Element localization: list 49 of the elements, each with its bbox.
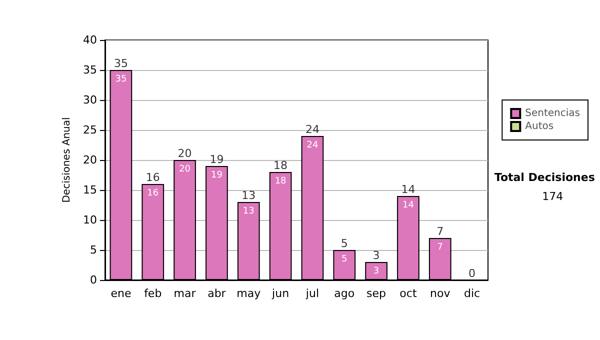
- x-tick-label: jul: [304, 287, 320, 300]
- x-tick-label: feb: [144, 287, 162, 300]
- data-label: 3: [373, 266, 380, 276]
- y-tick-label: 35: [83, 64, 97, 76]
- y-tick-label: 0: [90, 274, 97, 286]
- x-tick-label: abr: [208, 287, 226, 300]
- data-label: 35: [115, 74, 127, 84]
- legend-label: Sentencias: [525, 108, 580, 119]
- y-tick-label: 5: [90, 244, 97, 256]
- y-tick-label: 30: [83, 94, 97, 106]
- total-label: 14: [401, 183, 416, 196]
- data-label: 20: [179, 164, 191, 174]
- x-tick-label: nov: [430, 287, 451, 300]
- x-tick-label: ene: [110, 287, 132, 300]
- total-label: 3: [372, 249, 380, 262]
- text: 174: [542, 190, 564, 203]
- y-tick-label: 20: [83, 154, 97, 166]
- y-tick-label: 25: [83, 124, 97, 136]
- legend-label: Autos: [525, 121, 554, 132]
- data-label: 7: [437, 242, 443, 252]
- x-tick-label: jun: [271, 287, 290, 300]
- total-label: 7: [436, 225, 444, 238]
- total-label: 16: [146, 171, 160, 184]
- text: Total Decisiones: [494, 171, 596, 184]
- total-label: 18: [274, 159, 288, 172]
- data-label: 13: [242, 206, 254, 216]
- y-axis-title: Decisiones Anual: [62, 117, 73, 203]
- data-label: 5: [342, 254, 348, 264]
- y-tick-label: 40: [83, 34, 97, 46]
- y-tick-label: 10: [83, 214, 97, 226]
- x-tick-label: sep: [366, 287, 386, 300]
- total-label: 35: [114, 57, 128, 70]
- data-label: 16: [147, 188, 159, 198]
- data-label: 19: [210, 170, 223, 180]
- total-label: 0: [468, 267, 476, 280]
- total-label: 24: [305, 123, 320, 136]
- total-label: 5: [340, 237, 348, 250]
- x-tick-label: ago: [334, 287, 355, 300]
- x-tick-label: may: [236, 287, 262, 300]
- x-tick-label: dic: [464, 287, 480, 300]
- y-tick-label: 15: [83, 184, 97, 196]
- data-label: 24: [306, 140, 318, 150]
- total-label: 19: [210, 153, 224, 166]
- data-label: 18: [274, 176, 287, 186]
- data-label: 14: [402, 200, 414, 210]
- x-tick-label: mar: [174, 287, 196, 300]
- x-tick-label: oct: [400, 287, 418, 300]
- total-label: 13: [242, 189, 256, 202]
- total-label: 20: [178, 147, 192, 160]
